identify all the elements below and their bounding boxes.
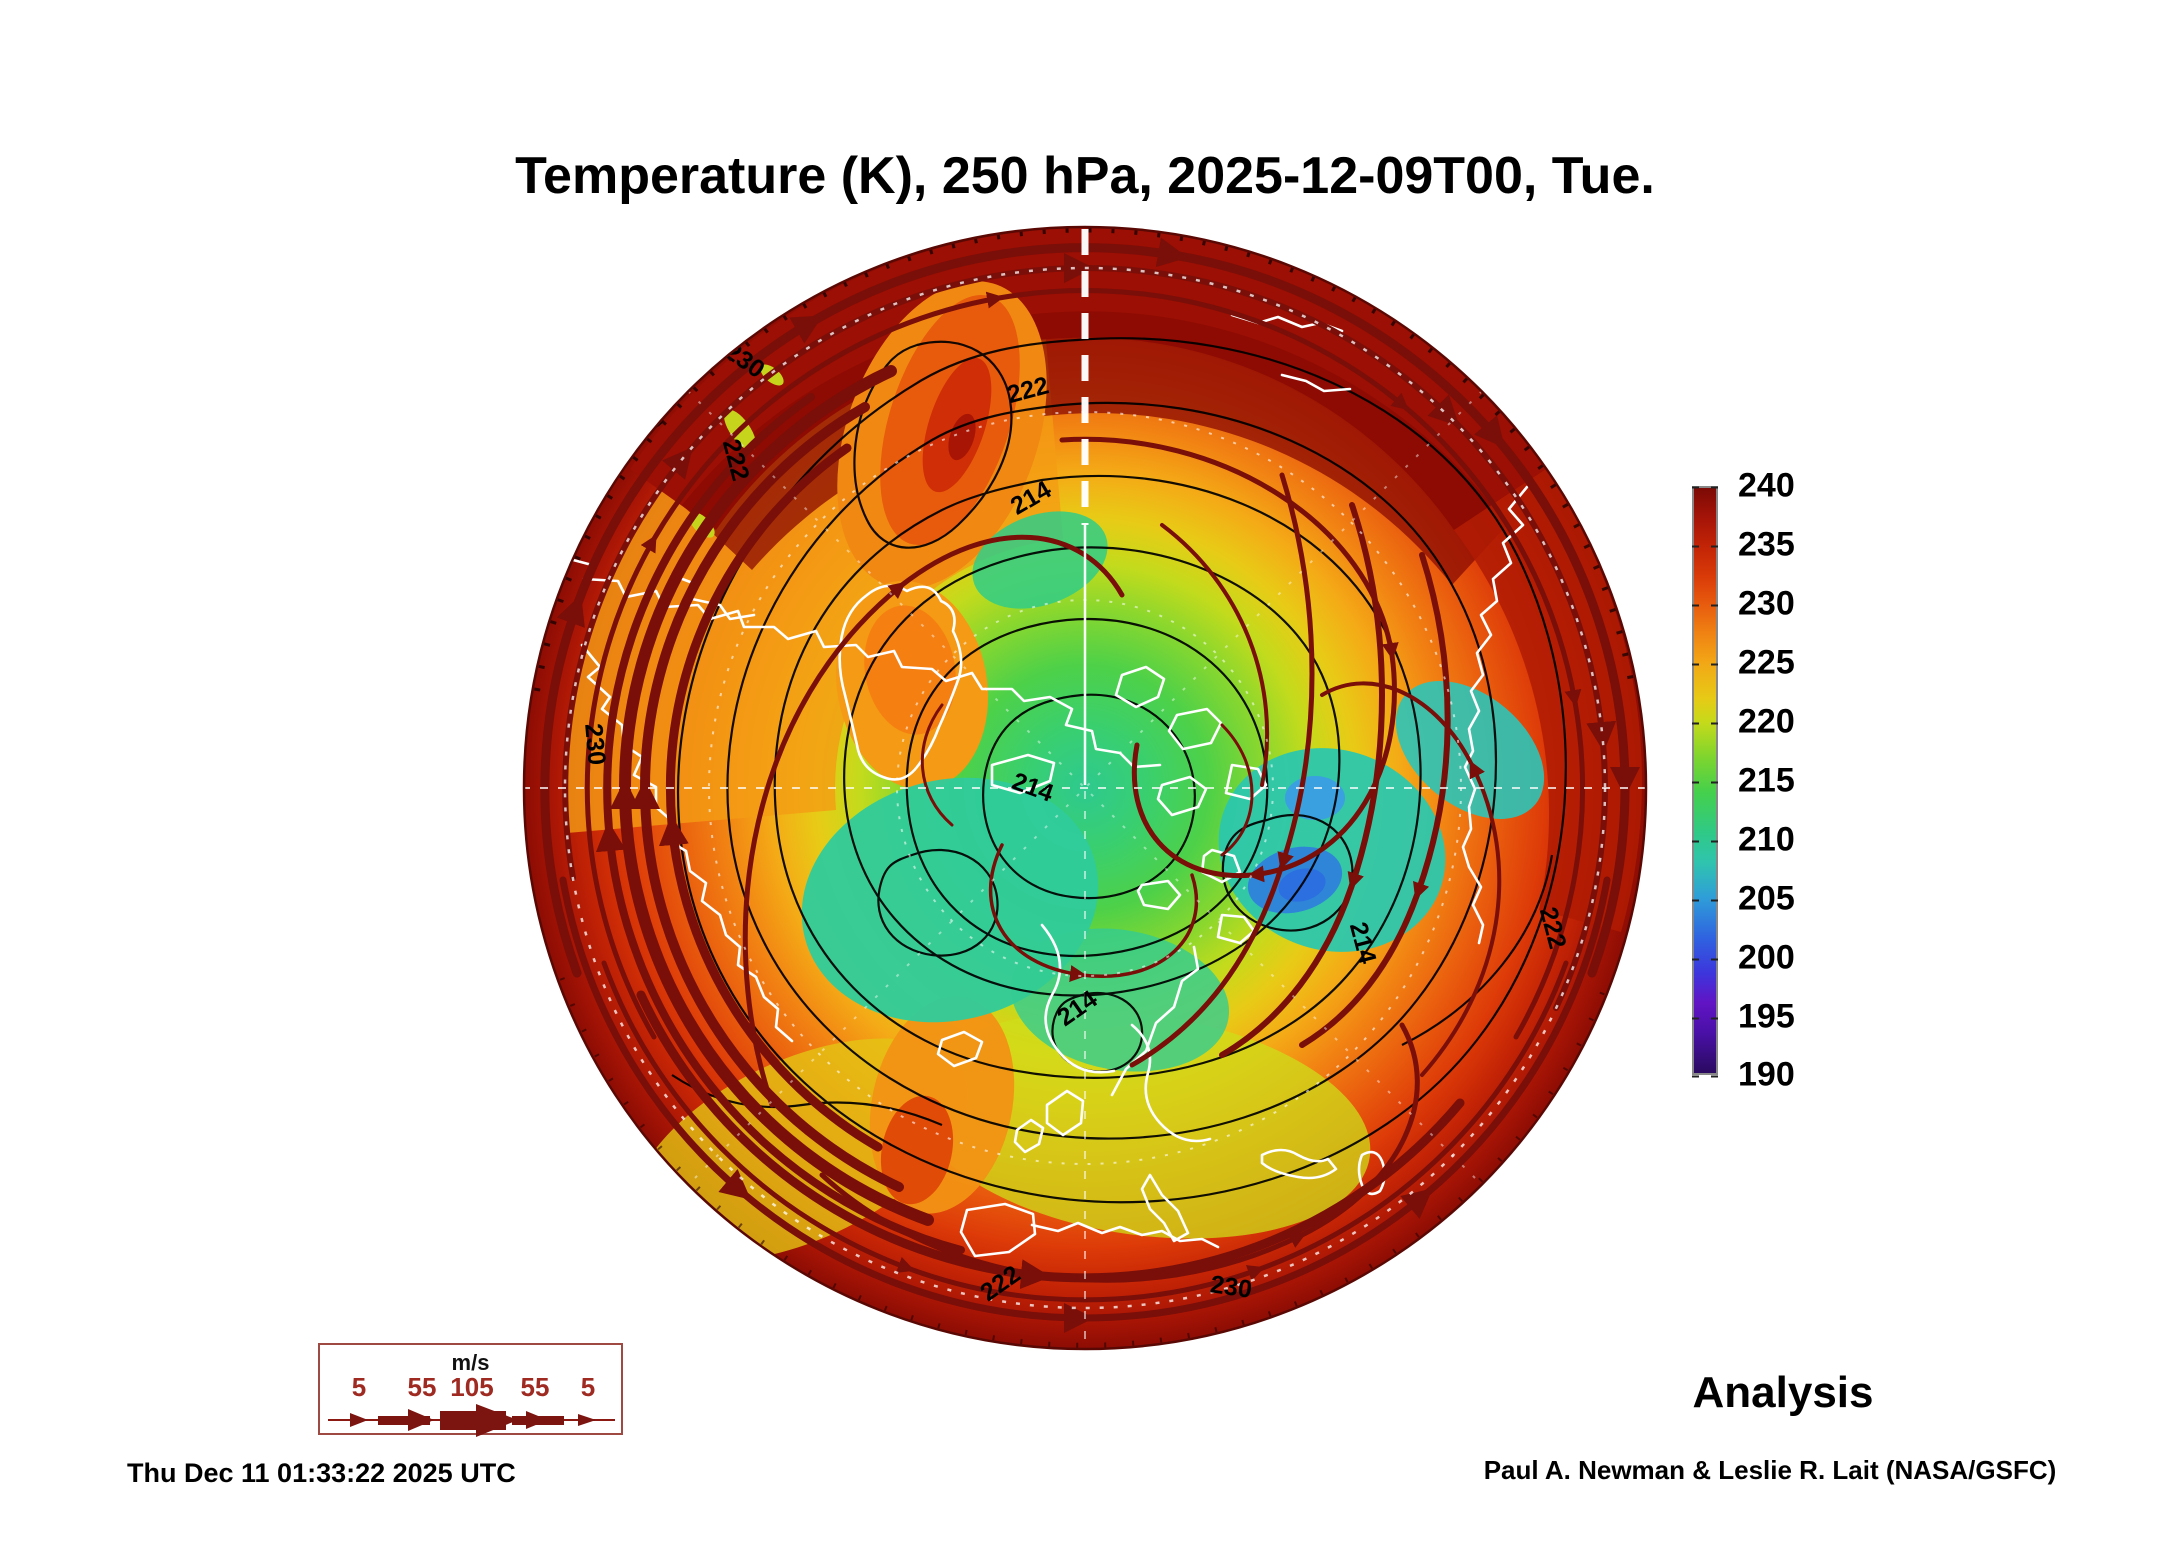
colorbar-tick-label: 240 — [1692, 467, 1848, 506]
map-boundary — [522, 225, 1648, 1351]
streamline-curl — [1160, 523, 1270, 787]
streamline-rim-bottom — [601, 960, 1569, 1303]
wind-arrow-5-right — [578, 1414, 596, 1426]
wind-legend-value: 55 — [407, 1372, 437, 1402]
colorbar-tick-label: 225 — [1692, 644, 1848, 683]
streamline-curl — [988, 843, 1199, 982]
coastline-arctic-island — [1216, 913, 1256, 945]
colorbar-tick-label: 200 — [1692, 939, 1848, 978]
streamline-curl — [1220, 723, 1254, 857]
wind-speed-legend: m/s 5 55 105 55 5 — [318, 1343, 623, 1437]
wind-arrow-5-left — [350, 1413, 368, 1427]
wind-legend-value: 5 — [351, 1372, 367, 1402]
streamline-jet-left — [610, 365, 934, 1226]
wind-arrow-55-right — [526, 1411, 548, 1429]
coastline-scandinavia — [1110, 945, 1200, 1097]
credit-line: Paul A. Newman & Leslie R. Lait (NASA/GS… — [1483, 1455, 2057, 1485]
streamline-wave — [1059, 436, 1399, 883]
wind-legend-arrow-scale — [328, 1404, 615, 1437]
wind-legend-arrows — [350, 1404, 596, 1437]
generation-timestamp: Thu Dec 11 01:33:22 2025 UTC — [127, 1458, 516, 1488]
wind-legend-unit-label: m/s — [451, 1350, 490, 1375]
streamline-jet-left — [595, 393, 965, 1254]
coastline-hudson — [1040, 923, 1116, 1074]
contour-loop-cold-core — [877, 848, 999, 957]
colorbar-tick-label: 195 — [1692, 998, 1848, 1037]
streamline-jet-left — [658, 443, 883, 1152]
wind-legend-value: 5 — [580, 1372, 596, 1402]
wind-legend-value: 105 — [450, 1372, 494, 1402]
streamline-curl — [920, 703, 954, 827]
wind-bar-55-left — [378, 1416, 430, 1425]
coastline-ireland — [1013, 1118, 1045, 1154]
colorbar — [1692, 486, 1718, 1075]
streamline-rim — [584, 288, 1586, 1040]
polar-map-container: 230 222 222 214 214 214 222 222 230 230 … — [522, 225, 1648, 1351]
polar-map: 230 222 222 214 214 214 222 222 230 230 … — [522, 225, 1648, 1351]
wind-legend-value: 55 — [520, 1372, 550, 1402]
colorbar-tick-label: 210 — [1692, 821, 1848, 860]
graticule — [524, 229, 1646, 1347]
coastline-britain — [1045, 1089, 1085, 1137]
streamline-jet-left — [629, 402, 904, 1192]
contour-label: 230 — [1209, 1270, 1254, 1304]
colorbar-tick-label: 230 — [1692, 585, 1848, 624]
coastline-arctic-island — [1136, 879, 1182, 911]
contour-label: 230 — [579, 722, 611, 766]
contour-open — [1401, 854, 1554, 1046]
coastline-iceland — [936, 1030, 984, 1068]
contour-open — [671, 1074, 943, 1127]
page-title: Temperature (K), 250 hPa, 2025-12-09T00,… — [515, 147, 1655, 205]
streamline-wave — [1320, 681, 1502, 1077]
streamline-wave — [819, 1022, 1420, 1283]
colorbar-tick-label: 190 — [1692, 1056, 1848, 1095]
streamline-east — [1299, 552, 1451, 1048]
wind-arrow-55-left — [408, 1409, 434, 1431]
coastline-arctic-island — [1200, 848, 1242, 884]
colorbar-tick-label: 220 — [1692, 703, 1848, 742]
wind-arrow-105 — [476, 1404, 518, 1437]
colorbar-tick-label: 235 — [1692, 526, 1848, 565]
colorbar-tick-label: 215 — [1692, 762, 1848, 801]
streamline-wave — [742, 534, 1125, 1108]
map-disc: 230 222 222 214 214 214 222 222 230 230 … — [524, 227, 1646, 1349]
streamline-rim — [562, 253, 1617, 1011]
colorbar-tick-label: 205 — [1692, 880, 1848, 919]
analysis-label: Analysis — [1692, 1368, 1874, 1417]
